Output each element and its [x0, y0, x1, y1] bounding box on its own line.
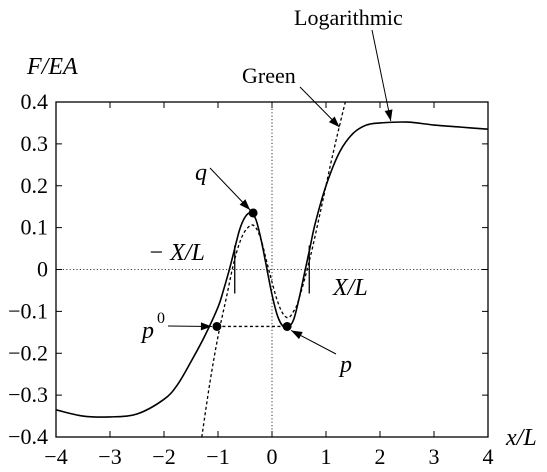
series-logarithmic-line	[56, 121, 488, 418]
p-label: p	[338, 352, 352, 378]
series-layer	[56, 102, 488, 437]
x-tick-label: −2	[152, 444, 175, 469]
y-tick-label: 0.1	[21, 215, 49, 240]
minus-x-over-l-label: − X/L	[148, 240, 205, 266]
x-tick-label: 1	[321, 444, 332, 469]
y-tick-label: −0.1	[8, 298, 48, 323]
marker-layer	[212, 208, 310, 331]
logarithmic-arrow-head	[384, 109, 393, 121]
y-tick-label: 0.2	[21, 173, 49, 198]
point-p0	[212, 321, 222, 331]
green-arrow-head	[328, 116, 340, 128]
logarithmic-arrow-line	[371, 29, 392, 122]
q-arrow-head	[239, 199, 251, 210]
x-tick-label: −1	[206, 444, 229, 469]
series-green-line	[201, 102, 347, 437]
point-p	[282, 321, 292, 331]
y-tick-label: −0.3	[8, 382, 48, 407]
y-tick-label: −0.4	[8, 424, 48, 449]
plot-frame-layer	[55, 101, 489, 438]
x-tick-label: 2	[375, 444, 386, 469]
p0-superscript: 0	[157, 310, 165, 327]
x-axis-label: x/L	[505, 425, 537, 451]
x-tick-label: 0	[267, 444, 278, 469]
x-over-l-label: X/L	[332, 275, 368, 301]
y-tick-label: 0.4	[21, 89, 49, 114]
tick-label-layer: −4 −3 −2 −1 0 1 2 3 4 −0.4 −0.3 −0.2 −0.1 0 0.1 0.2 0.3 0…	[8, 89, 493, 469]
x-tick-label: 4	[483, 444, 494, 469]
annotation-layer: F/EA x/L Logarithmic Green q p 0 p − X/L…	[26, 5, 537, 451]
y-axis-label: F/EA	[26, 54, 78, 80]
x-tick-label: −3	[98, 444, 121, 469]
y-tick-label: 0.3	[21, 131, 49, 156]
logarithmic-label: Logarithmic	[294, 5, 403, 30]
p0-label: p	[140, 318, 154, 344]
p-arrow-head	[291, 330, 303, 340]
p0-arrow-head	[200, 322, 212, 331]
x-tick-label: −4	[44, 444, 67, 469]
y-tick-label: −0.2	[8, 340, 48, 365]
y-tick-label: 0	[37, 257, 48, 282]
point-q	[248, 208, 258, 218]
green-label: Green	[242, 63, 296, 88]
x-tick-label: 3	[429, 444, 440, 469]
q-label: q	[195, 160, 207, 186]
